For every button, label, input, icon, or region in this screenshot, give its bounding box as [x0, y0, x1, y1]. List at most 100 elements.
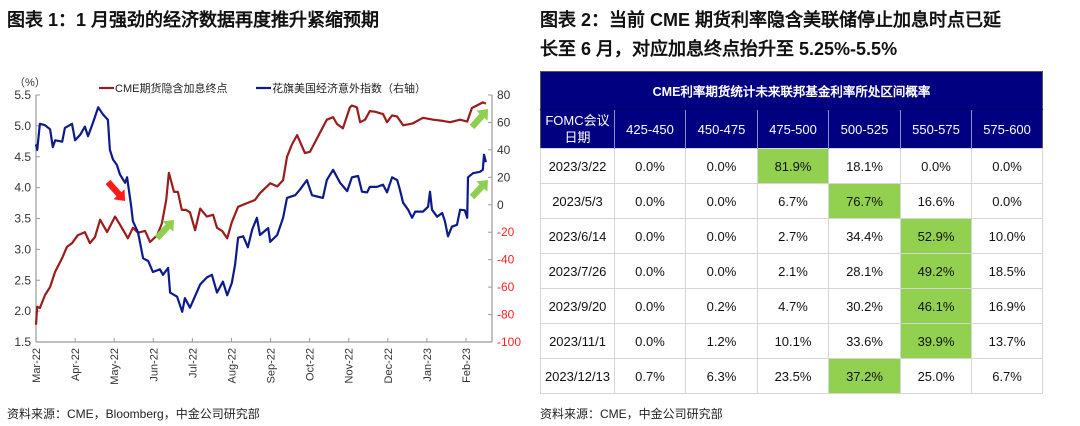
- right-y-tick-label: -40: [497, 253, 515, 267]
- x-tick-label: Jul-22: [187, 348, 199, 378]
- table-row: 2023/7/26 0.0% 0.0% 2.1% 28.1% 49.2% 18.5%: [540, 253, 1044, 289]
- probability-cell: 6.7%: [757, 183, 829, 219]
- left-y-tick-label: 4.0: [14, 181, 31, 195]
- legend-label-citi: 花旗美国经济意外指数（右轴）: [272, 81, 426, 95]
- probability-cell: 6.3%: [685, 358, 758, 394]
- table-row: 2023/3/22 0.0% 0.0% 81.9% 18.1% 0.0% 0.0%: [540, 148, 1044, 184]
- x-tick-label: Jan-23: [422, 348, 434, 382]
- right-y-tick-label: 40: [497, 143, 511, 157]
- probability-cell: 18.5%: [970, 253, 1044, 289]
- row-date: 2023/12/13: [540, 358, 615, 394]
- legend-label-cme: CME期货隐含加息终点: [115, 81, 227, 95]
- probability-cell: 0.0%: [970, 183, 1044, 219]
- left-y-tick-label: 2.0: [14, 304, 31, 318]
- arrow-up-icon: [469, 180, 488, 200]
- left-y-tick-label: 2.5: [14, 273, 31, 287]
- x-tick-label: Aug-22: [226, 348, 238, 383]
- left-y-tick-label: 3.0: [14, 242, 31, 256]
- table-row: 2023/6/14 0.0% 0.0% 2.7% 34.4% 52.9% 10.0%: [540, 218, 1044, 254]
- table-title-line-1: 图表 2：当前 CME 期货利率隐含美联储停止加息时点已延: [540, 10, 1002, 30]
- table-caption: CME利率期货统计未来联邦基金利率所处区间概率: [540, 71, 1043, 110]
- left-y-tick-label: 5.5: [14, 88, 31, 102]
- x-tick-label: Dec-22: [383, 348, 395, 383]
- probability-cell: 0.0%: [614, 218, 686, 254]
- probability-cell: 33.6%: [828, 323, 901, 359]
- probability-cell: 2.1%: [757, 253, 829, 289]
- left-y-tick-label: 5.0: [14, 119, 31, 133]
- series-line-citi: [34, 106, 487, 313]
- x-tick-label: Jun-22: [148, 348, 160, 382]
- x-tick-label: Sep-22: [266, 348, 278, 383]
- column-header-575-600: 575-600: [970, 109, 1043, 149]
- probability-cell: 0.0%: [900, 148, 972, 184]
- left-y-tick-label: 1.5: [14, 335, 31, 349]
- probability-cell: 13.7%: [970, 323, 1044, 359]
- annotation-layer: [105, 109, 488, 241]
- probability-cell-highlighted: 39.9%: [900, 323, 972, 359]
- probability-cell: 16.9%: [970, 288, 1044, 324]
- probability-cell: 0.2%: [685, 288, 758, 324]
- source-note-right: 资料来源：CME，中金公司研究部: [540, 407, 723, 421]
- probability-cell-highlighted: 37.2%: [828, 358, 901, 394]
- right-y-tick-label: 0: [497, 198, 504, 212]
- probability-cell: 0.0%: [685, 218, 758, 254]
- left-y-tick-label: 3.5: [14, 212, 31, 226]
- table-row: 2023/12/13 0.7% 6.3% 23.5% 37.2% 25.0% 6.7%: [540, 358, 1044, 394]
- probability-cell-highlighted: 76.7%: [828, 183, 901, 219]
- source-note-left: 资料来源：CME，Bloomberg，中金公司研究部: [7, 407, 260, 421]
- right-y-tick-label: -80: [497, 308, 515, 322]
- series-line-cme: [34, 101, 487, 325]
- row-date: 2023/7/26: [540, 253, 615, 289]
- column-header-date-line2: 日期: [564, 130, 591, 145]
- probability-cell: 1.2%: [685, 323, 758, 359]
- chart-title: 图表 1：1 月强劲的经济数据再度推升紧缩预期: [7, 10, 380, 30]
- probability-cell: 6.7%: [970, 358, 1044, 394]
- row-date: 2023/9/20: [540, 288, 615, 324]
- probability-cell: 25.0%: [900, 358, 972, 394]
- right-y-tick-label: -20: [497, 225, 515, 239]
- arrow-up-icon: [154, 220, 174, 241]
- probability-cell: 0.0%: [614, 183, 686, 219]
- table-row: 2023/11/1 0.0% 1.2% 10.1% 33.6% 39.9% 13.7%: [540, 323, 1044, 359]
- probability-cell-highlighted: 81.9%: [757, 148, 829, 184]
- probability-cell: 0.0%: [970, 148, 1044, 184]
- probability-cell: 23.5%: [757, 358, 829, 394]
- column-header-500-525: 500-525: [828, 109, 901, 149]
- probability-cell-highlighted: 46.1%: [900, 288, 972, 324]
- x-tick-label: Mar-22: [31, 348, 43, 383]
- probability-cell: 18.1%: [828, 148, 901, 184]
- x-tick-label: Oct-22: [305, 348, 317, 381]
- column-header-550-575: 550-575: [900, 109, 972, 149]
- probability-cell: 2.7%: [757, 218, 829, 254]
- x-tick-label: Feb-23: [461, 348, 473, 383]
- probability-cell: 0.0%: [685, 253, 758, 289]
- probability-cell: 34.4%: [828, 218, 901, 254]
- right-y-tick-label: -60: [497, 280, 515, 294]
- right-y-tick-label: -100: [497, 335, 521, 349]
- x-tick-label: Nov-22: [344, 348, 356, 383]
- row-date: 2023/6/14: [540, 218, 615, 254]
- column-header-450-475: 450-475: [685, 109, 758, 149]
- probability-cell: 28.1%: [828, 253, 901, 289]
- probability-cell: 10.1%: [757, 323, 829, 359]
- column-header-date: FOMC会议 日期: [540, 109, 615, 149]
- right-y-tick-label: 20: [497, 170, 511, 184]
- y-axis-unit-label: （%）: [14, 76, 46, 89]
- axes: 1.5 2.0 2.5 3.0 3.5 4.0 4.5 5.0 5.5 -100 -80 -60 -40…: [14, 88, 521, 385]
- series-layer: [34, 101, 487, 325]
- row-date: 2023/5/3: [540, 183, 615, 219]
- table-title-row: CME利率期货统计未来联邦基金利率所处区间概率: [540, 71, 1043, 110]
- column-header-date-line1: FOMC会议: [545, 113, 610, 128]
- table-row: 2023/9/20 0.0% 0.2% 4.7% 30.2% 46.1% 16.9%: [540, 288, 1044, 324]
- probability-cell: 0.7%: [614, 358, 686, 394]
- probability-cell: 4.7%: [757, 288, 829, 324]
- probability-table: CME利率期货统计未来联邦基金利率所处区间概率 FOMC会议 日期 425-45…: [540, 71, 1044, 394]
- arrow-up-icon: [469, 109, 488, 130]
- probability-cell: 16.6%: [900, 183, 972, 219]
- arrow-down-icon: [105, 179, 125, 201]
- row-date: 2023/11/1: [540, 323, 615, 359]
- right-y-tick-label: 80: [497, 88, 511, 102]
- probability-cell: 0.0%: [614, 148, 686, 184]
- column-header-425-450: 425-450: [614, 109, 686, 149]
- row-date: 2023/3/22: [540, 148, 615, 184]
